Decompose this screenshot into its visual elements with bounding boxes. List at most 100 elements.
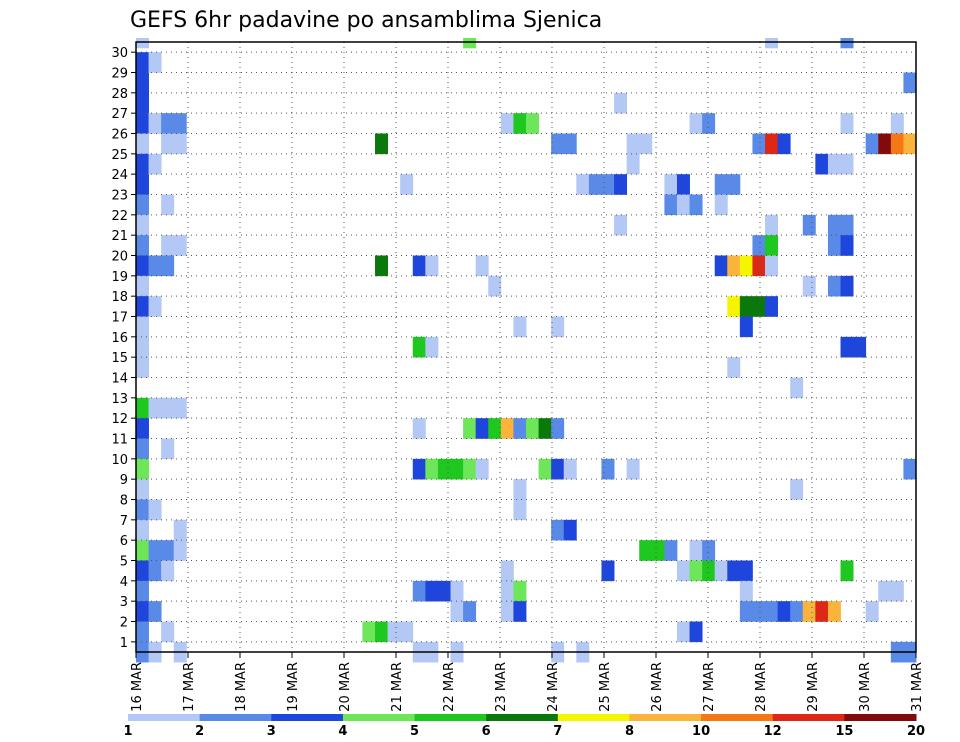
legend-swatch [199,714,272,721]
x-tick-label: 25 MAR [598,662,613,712]
precip-cell [727,255,741,277]
precip-cell [827,153,841,175]
precip-cell [614,92,628,114]
precip-cell [136,52,149,73]
precip-cell [765,296,779,317]
precip-cell [777,601,791,622]
precip-cell [136,560,149,582]
precip-cell [136,153,149,175]
precip-cell [827,235,841,256]
chart-title: GEFS 6hr padavine po ansamblima Sjenica [130,8,602,33]
x-tick-label: 20 MAR [338,662,353,712]
y-tick-label: 25 [111,148,128,163]
y-tick-label: 23 [111,189,128,204]
precip-cell [689,540,703,561]
precip-cell [878,133,892,155]
precip-cell [576,174,590,195]
precip-cell [853,336,867,358]
precip-cell [513,113,527,134]
precip-cell [752,601,766,622]
precip-cell [513,580,527,602]
x-tick-label: 17 MAR [182,662,197,712]
y-tick-label: 28 [111,87,128,102]
legend-label: 4 [338,724,347,739]
precip-cell [878,580,892,602]
precip-cell [136,580,149,602]
precip-cell [676,621,690,643]
precip-cell [827,214,841,236]
precip-cell [148,296,162,317]
precip-cell [425,336,439,358]
legend-label: 7 [553,724,562,739]
precip-cell [136,438,149,460]
precip-cell [802,601,816,622]
precip-cell [412,255,426,277]
precip-cell [601,560,615,582]
precip-cell [375,255,389,277]
precip-cell [387,621,401,643]
precip-cell [463,38,477,49]
grid-lines [136,42,916,652]
y-axis: 1234567891011121314151617181920212223242… [111,46,136,651]
x-tick-label: 27 MAR [702,662,717,712]
precip-cell [136,235,149,256]
precip-cell [790,601,804,622]
x-tick-label: 28 MAR [754,662,769,712]
precip-cell [362,621,376,643]
precip-cell [765,255,779,277]
precip-cell [840,235,854,256]
precip-cell [136,92,149,114]
precip-cell [840,336,854,358]
precip-cell [412,580,426,602]
precip-cell [626,153,640,175]
y-tick-label: 19 [111,270,128,285]
precip-cell [475,458,489,480]
precip-cell [827,275,841,297]
precip-cell [136,174,149,195]
precip-cell [136,601,149,622]
precip-cell [526,418,539,439]
x-tick-label: 18 MAR [234,662,249,712]
precip-cell [412,336,426,358]
precip-cell [790,479,804,500]
precip-cell [148,601,162,622]
precip-cell [626,133,640,155]
x-tick-label: 26 MAR [650,662,665,712]
y-tick-label: 27 [111,107,128,122]
legend-swatch [629,714,702,721]
precip-cell [765,38,779,49]
precip-cell [538,458,552,480]
legend-label: 1 [123,724,132,739]
y-tick-label: 8 [120,494,128,509]
precip-cell [437,458,451,480]
legend-label: 15 [835,724,853,739]
precip-cell [400,174,414,195]
precip-cell [651,540,665,561]
precip-cell [148,397,162,419]
precip-cell [136,336,149,358]
y-tick-label: 30 [111,46,128,61]
precip-cell [739,316,753,338]
precip-cell [563,519,577,541]
precip-cell [727,174,741,195]
precip-cell [639,540,653,561]
y-tick-label: 24 [111,168,128,183]
precip-cell [161,133,175,155]
precip-cell [136,540,149,561]
precip-cell [412,418,426,439]
precip-cell [765,235,779,256]
precip-cell [903,133,917,155]
legend-label: 12 [764,724,782,739]
precip-cell [136,255,149,277]
precip-cell [161,397,175,419]
precip-cell [614,174,628,195]
y-tick-label: 29 [111,67,128,82]
precip-cell [702,113,716,134]
y-tick-label: 2 [120,616,128,631]
precip-cell [136,72,149,94]
precip-cell [551,458,565,480]
precip-cell [563,458,577,480]
legend-swatch [342,714,416,721]
precip-cell [865,601,879,622]
legend-label: 3 [267,724,276,739]
